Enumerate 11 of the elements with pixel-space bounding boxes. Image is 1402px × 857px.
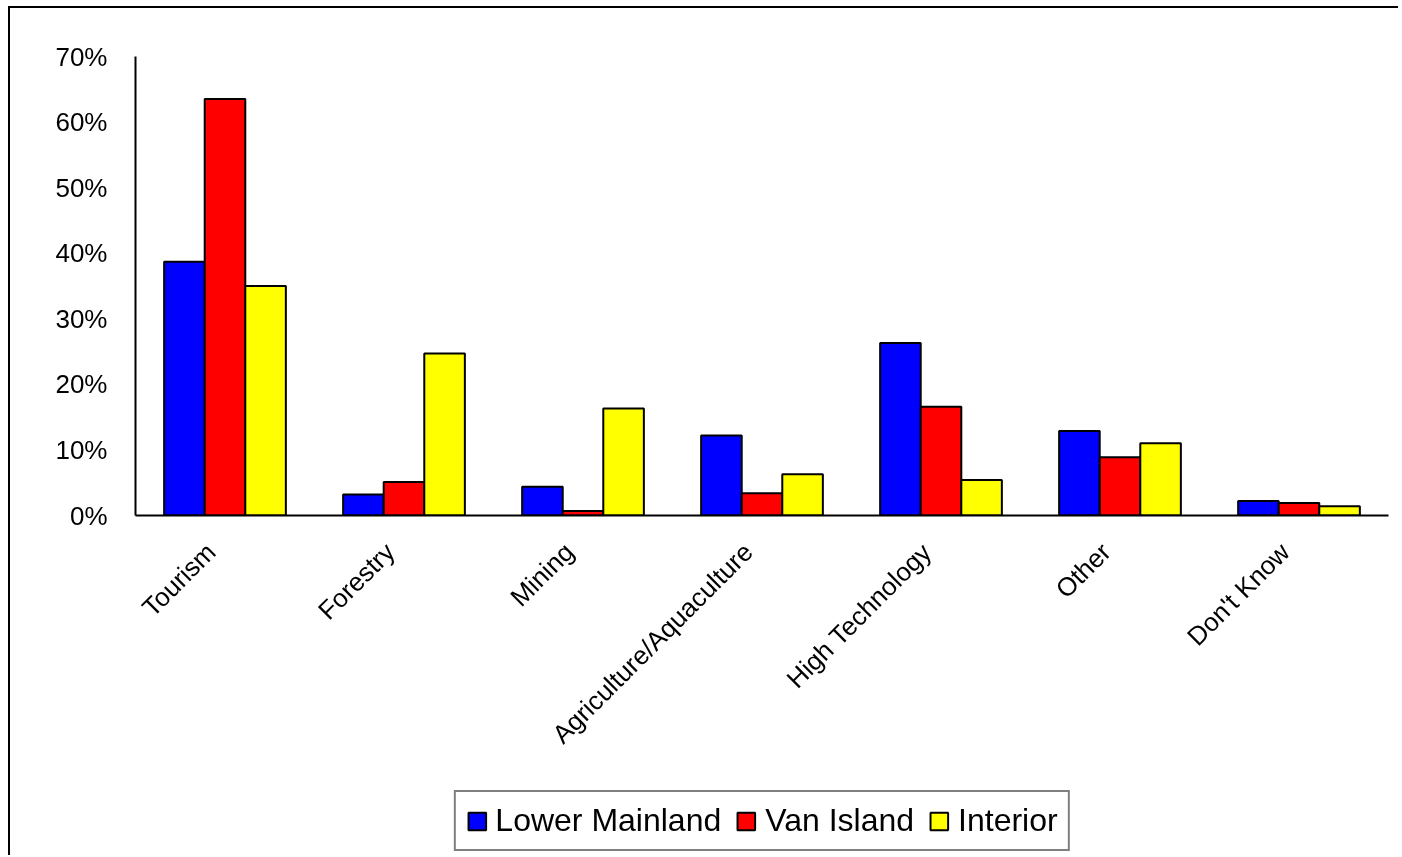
- legend-label: Van Island: [765, 802, 915, 839]
- y-tick-label: 50%: [55, 172, 108, 203]
- legend-label: Lower Mainland: [495, 802, 722, 839]
- y-tick-label: 20%: [55, 369, 108, 400]
- y-tick-label: 0%: [69, 500, 108, 531]
- y-tick-label: 10%: [55, 434, 108, 465]
- y-tick-label: 60%: [55, 107, 108, 138]
- legend-label: Interior: [958, 802, 1058, 839]
- y-tick-label: 70%: [55, 41, 108, 72]
- y-tick-label: 40%: [55, 238, 108, 269]
- y-tick-label: 30%: [55, 303, 108, 334]
